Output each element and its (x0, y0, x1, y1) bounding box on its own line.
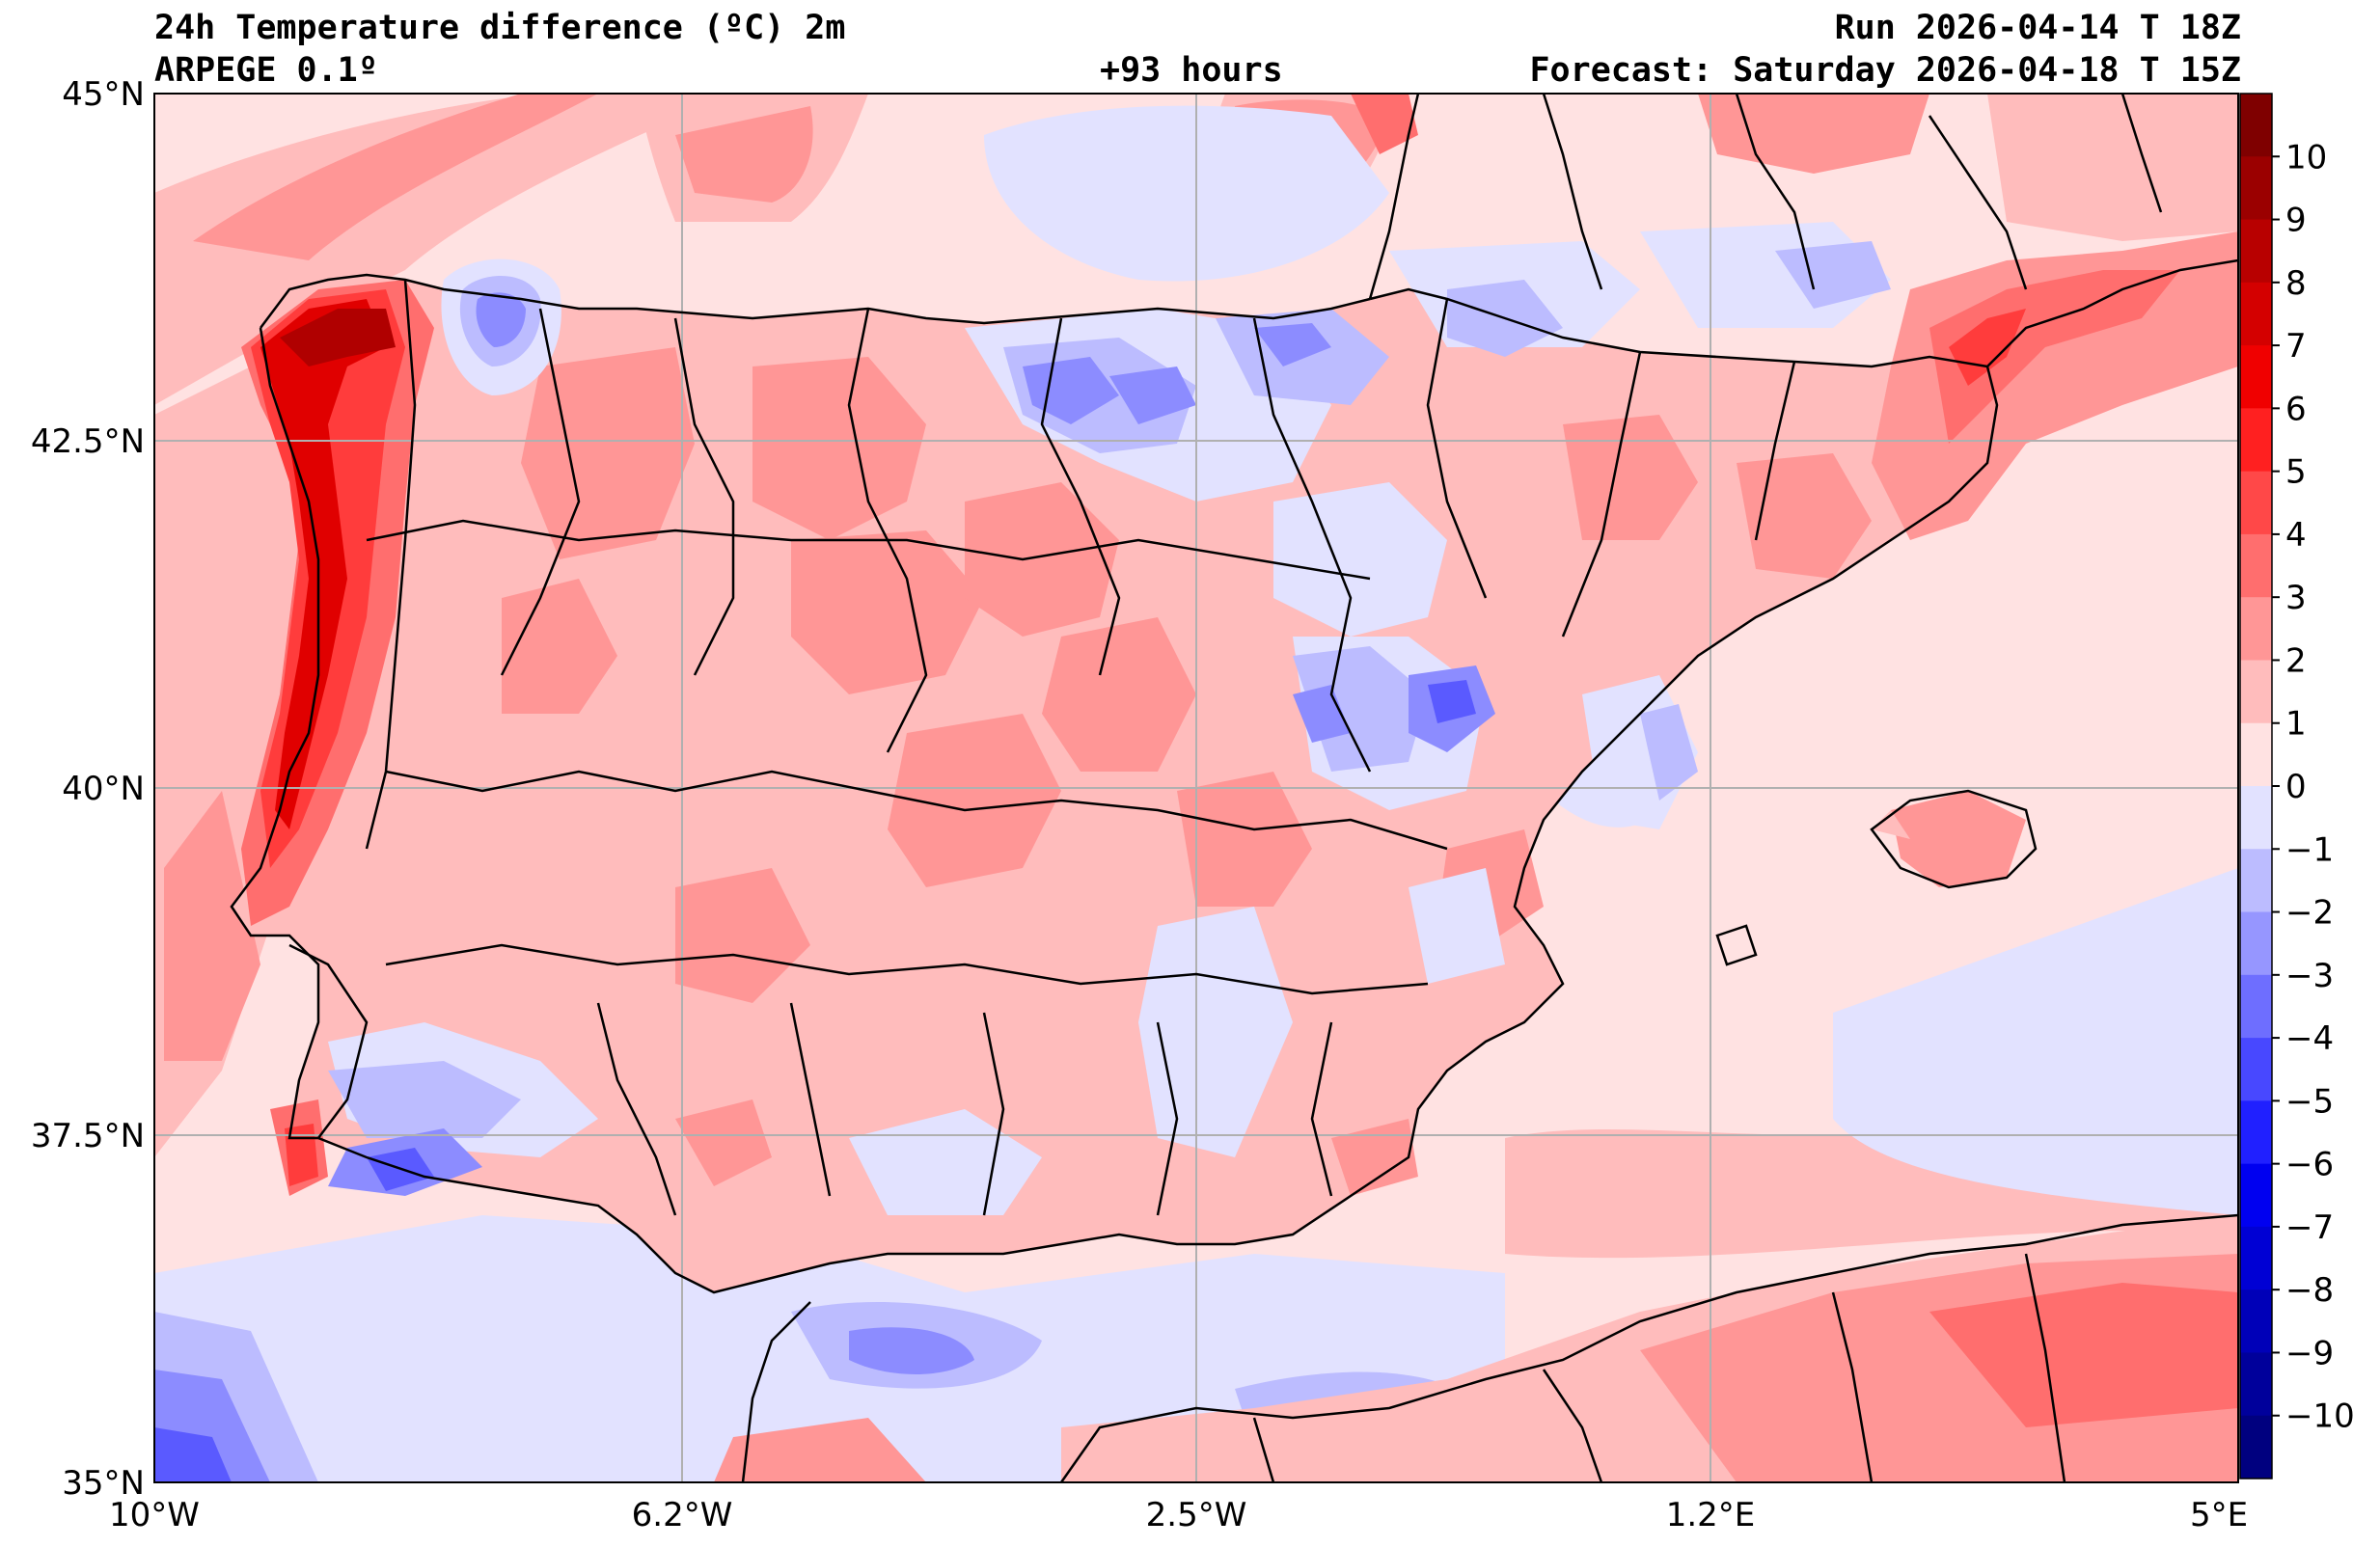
lon-tick-label: 1.2°E (1666, 1496, 1756, 1534)
lon-tick-label: 2.5°W (1146, 1496, 1247, 1534)
lat-tick-label: 35°N (62, 1464, 145, 1503)
colorbar-segment (2240, 1352, 2272, 1417)
colorbar-tick-label: −7 (2285, 1208, 2334, 1247)
colorbar-segment (2240, 974, 2272, 1039)
balearic-warm (1872, 791, 2026, 887)
colorbar-tick-label: 3 (2285, 579, 2307, 617)
northeast-warm (1698, 94, 2238, 540)
colorbar-tick-label: −2 (2285, 894, 2334, 933)
colorbar-tick-label: 5 (2285, 453, 2307, 492)
lead-time-label: +93 hours (1100, 51, 1283, 90)
colorbar-segment (2240, 408, 2272, 473)
colorbar-segment (2240, 1226, 2272, 1290)
colorbar-segment (2240, 471, 2272, 535)
colorbar-segment (2240, 345, 2272, 409)
colorbar-segment (2240, 94, 2272, 157)
land-warm-patches (502, 347, 1872, 1196)
colorbar-segment (2240, 1100, 2272, 1165)
colorbar-segment (2240, 786, 2272, 850)
colorbar-tick-label: 9 (2285, 202, 2307, 240)
colorbar-segment (2240, 911, 2272, 976)
lat-tick-label: 37.5°N (31, 1117, 145, 1155)
colorbar-segment (2240, 1289, 2272, 1353)
borders (230, 94, 2238, 1482)
colorbar-segment (2240, 533, 2272, 598)
colorbar-segment (2240, 1415, 2272, 1479)
lat-tick-label: 42.5°N (31, 422, 145, 461)
lon-tick-label: 5°E (2190, 1496, 2248, 1534)
colorbar-tick-label: 7 (2285, 327, 2307, 366)
colorbar-tick-label: −4 (2285, 1019, 2334, 1058)
colorbar-tick-label: −8 (2285, 1271, 2334, 1310)
colorbar-tick-label: −6 (2285, 1146, 2334, 1184)
colorbar-tick-label: −1 (2285, 830, 2334, 869)
colorbar-segment (2240, 219, 2272, 284)
lon-axis: 10°W 6.2°W 2.5°W 1.2°E 5°E (109, 1496, 2248, 1534)
colorbar-segment (2240, 282, 2272, 346)
colorbar-tick-label: −10 (2285, 1398, 2355, 1436)
colorbar-tick-label: 10 (2285, 138, 2327, 176)
iberia-land (232, 275, 1997, 1292)
colorbar-tick-label: −5 (2285, 1082, 2334, 1121)
forecast-label: Forecast: Saturday 2026-04-18 T 15Z (1529, 51, 2241, 90)
colorbar-tick-label: −9 (2285, 1334, 2334, 1372)
colorbar-tick-label: 2 (2285, 641, 2307, 680)
lon-tick-label: 10°W (109, 1496, 200, 1534)
colorbar-segment (2240, 722, 2272, 787)
colorbar-segment (2240, 660, 2272, 724)
colorbar-tick-label: 1 (2285, 705, 2307, 744)
africa-land (714, 1215, 2238, 1482)
map-frame (153, 93, 2239, 1483)
lat-tick-label: 40°N (62, 770, 145, 808)
sea-cool-areas (154, 105, 2238, 1482)
colorbar-tick-label: −3 (2285, 957, 2334, 995)
colorbar-tick-label: 8 (2285, 264, 2307, 303)
map-area (154, 94, 2238, 1482)
lat-tick-label: 45°N (62, 75, 145, 114)
colorbar-tick-label: 4 (2285, 516, 2307, 555)
colorbar-segment (2240, 849, 2272, 913)
lon-tick-label: 6.2°W (632, 1496, 733, 1534)
colorbar-tick-label: 6 (2285, 390, 2307, 428)
colorbar-segment (2240, 1038, 2272, 1101)
colorbar-segment (2240, 597, 2272, 661)
colorbar-tick-label: 0 (2285, 768, 2307, 806)
colorbar-segment (2240, 1163, 2272, 1228)
colorbar-segment (2240, 156, 2272, 221)
lat-axis: 45°N 42.5°N 40°N 37.5°N 35°N (31, 75, 145, 1503)
run-label: Run 2026-04-14 T 18Z (1834, 9, 2241, 47)
model-label: ARPEGE 0.1º (154, 51, 378, 90)
chart-title: 24h Temperature difference (ºC) 2m (154, 9, 846, 47)
